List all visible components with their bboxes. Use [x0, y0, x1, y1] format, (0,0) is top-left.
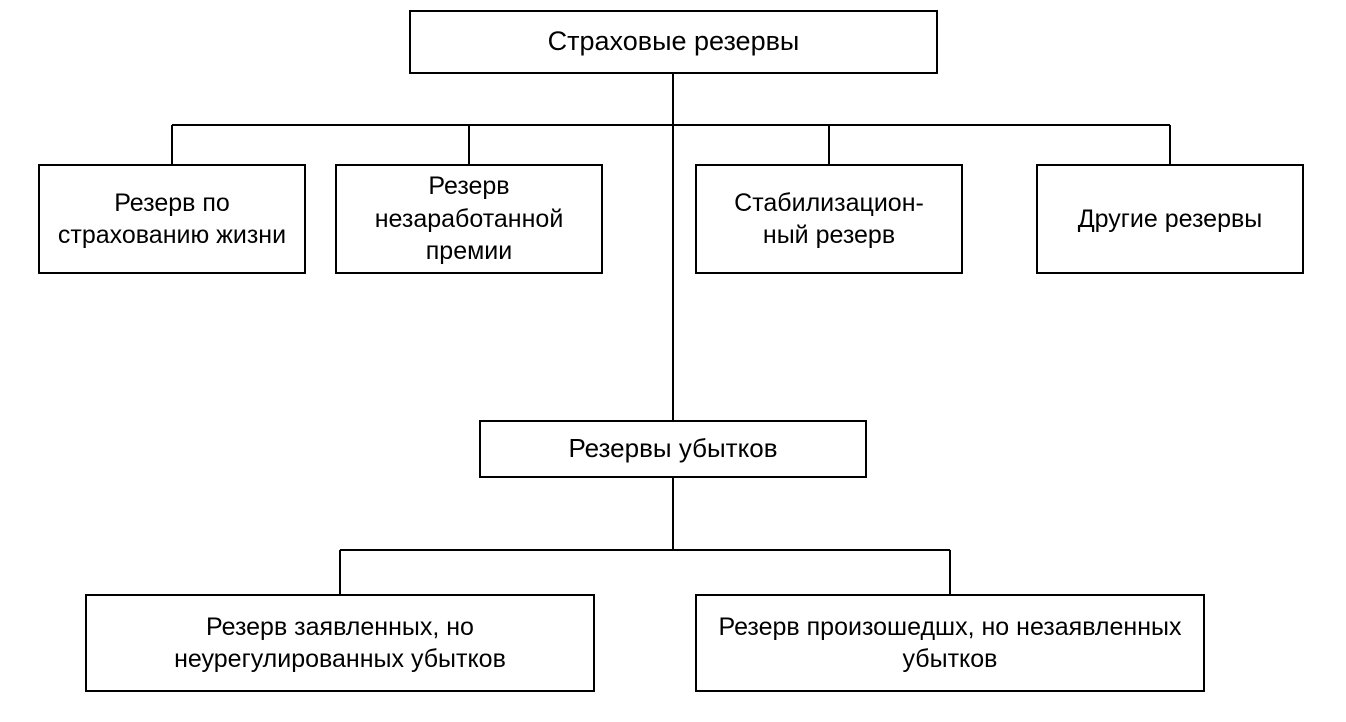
- insurance-reserves-diagram: Страховые резервы Резерв по страхованию …: [0, 0, 1346, 722]
- node-stabilization-reserve: Стабилизацион- ный резерв: [695, 164, 963, 274]
- node-c1-label: Резерв по страхованию жизни: [52, 187, 292, 252]
- node-mid-label: Резервы убытков: [568, 432, 777, 466]
- node-b1-label: Резерв заявленных, но неурегулированных …: [99, 611, 581, 676]
- node-c2-label: Резерв незаработанной премии: [349, 170, 589, 268]
- node-root-label: Страховые резервы: [548, 24, 800, 59]
- node-root: Страховые резервы: [409, 10, 938, 74]
- node-life-insurance-reserve: Резерв по страхованию жизни: [38, 164, 306, 274]
- node-b2-label: Резерв произошедшх, но незаявленных убыт…: [709, 611, 1191, 676]
- node-reported-unsettled-losses: Резерв заявленных, но неурегулированных …: [85, 594, 595, 692]
- node-unearned-premium-reserve: Резерв незаработанной премии: [335, 164, 603, 274]
- node-incurred-unreported-losses: Резерв произошедшх, но незаявленных убыт…: [695, 594, 1205, 692]
- node-other-reserves: Другие резервы: [1036, 164, 1304, 274]
- node-loss-reserves: Резервы убытков: [479, 420, 867, 478]
- node-c3-label: Стабилизацион- ный резерв: [734, 187, 924, 252]
- node-c4-label: Другие резервы: [1078, 203, 1263, 236]
